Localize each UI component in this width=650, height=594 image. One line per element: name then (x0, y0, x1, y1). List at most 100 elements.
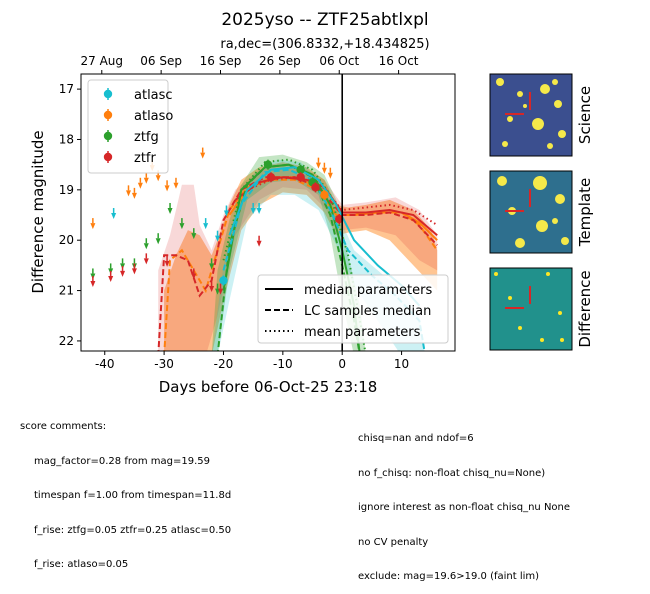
cutout-source (558, 130, 566, 138)
atlasc-upper-limit (256, 207, 262, 214)
ztfg-upper-limit (143, 243, 149, 250)
ztfr-point (266, 173, 276, 182)
legend-marker-ztfg (103, 131, 113, 141)
legend-marker-atlasc (103, 89, 113, 99)
cutout-source (561, 237, 569, 245)
ztfr-upper-limit (90, 281, 96, 288)
cutout-label: Difference (576, 270, 594, 347)
atlasc-upper-limit (111, 213, 117, 220)
atlaso-upper-limit (143, 177, 149, 184)
atlaso-upper-limit (315, 162, 321, 169)
figure: 2025yso -- ZTF25abtlxpl ra,dec=(306.8332… (29, 10, 594, 396)
x-tick-label: -10 (273, 357, 293, 371)
atlasc-upper-limit (223, 210, 229, 217)
model-legend-label: LC samples median (304, 304, 431, 319)
top-tick-label: 06 Oct (319, 54, 359, 68)
cutout-source (508, 296, 512, 300)
ztfr-upper-limit (256, 240, 262, 247)
ztfg-point (263, 160, 273, 169)
cutout-source (552, 79, 558, 85)
comments-header: score comments: (20, 421, 107, 432)
atlasc-upper-limit (203, 223, 209, 230)
cutout-source (523, 104, 527, 108)
top-tick-label: 16 Sep (200, 54, 242, 68)
atlaso-upper-limit (173, 182, 179, 189)
legend-marker-atlaso (103, 110, 113, 120)
cutout-source (502, 141, 508, 147)
top-tick-label: 06 Sep (140, 54, 182, 68)
atlaso-upper-limit (137, 182, 143, 189)
atlaso-upper-limit (131, 192, 137, 199)
cutout-source (515, 238, 525, 248)
cutout-source (497, 176, 507, 186)
ztfr-upper-limit (131, 268, 137, 275)
cutout-source (546, 272, 550, 276)
chart-subtitle: ra,dec=(306.8332,+18.434825) (220, 37, 429, 52)
cutout-source (533, 176, 547, 190)
cutout-source (518, 326, 522, 330)
x-tick-label: -40 (95, 357, 115, 371)
y-tick-label: 18 (59, 132, 74, 146)
legend-label-atlaso: atlaso (134, 109, 173, 124)
model-legend-label: mean parameters (304, 325, 421, 340)
cutout-science: Science (489, 73, 594, 157)
score-comments-right: chisq=nan and ndof=6 no f_chisq: non-flo… (358, 410, 570, 594)
ztfr-upper-limit (209, 286, 215, 293)
comment-line: f_rise: ztfg=0.05 ztfr=0.25 atlasc=0.50 (34, 524, 232, 536)
plot-frame (80, 73, 456, 352)
cutout-source (494, 272, 498, 276)
y-tick-label: 17 (59, 82, 74, 96)
y-tick-label: 19 (59, 183, 74, 197)
cutout-source (560, 338, 564, 342)
ztfg-point (296, 165, 305, 174)
comment-line: exclude: mag=19.6>19.0 (faint lim) (358, 571, 540, 582)
atlaso-upper-limit (200, 152, 206, 159)
ztfr-point (335, 214, 344, 224)
atlaso-upper-limit (164, 185, 170, 192)
ztfg-upper-limit (191, 233, 197, 240)
x-tick-label: 10 (394, 357, 409, 371)
ztfr-upper-limit (143, 258, 149, 265)
cutout-source (496, 78, 504, 86)
atlaso-point (320, 190, 329, 200)
model-legend: median parameters LC samples median mean p… (257, 274, 449, 344)
atlaso-upper-limit (155, 175, 161, 182)
cutout-source (555, 194, 565, 204)
cutout-source (547, 143, 553, 149)
legend-label-ztfg: ztfg (134, 130, 159, 145)
x-tick-label: -30 (154, 357, 174, 371)
ztfr-point (311, 183, 320, 192)
ztfg-upper-limit (167, 207, 173, 214)
comment-line: no CV penalty (358, 536, 429, 548)
cutout-label: Template (576, 178, 594, 247)
comment-line: f_rise: atlaso=0.05 (34, 559, 129, 570)
ztfg-upper-limit (179, 223, 185, 230)
atlasc-upper-limit (215, 235, 221, 242)
cutout-source (507, 116, 513, 122)
atlaso-upper-limit (90, 223, 96, 230)
legend-marker-ztfr (103, 152, 113, 162)
score-comments-left: score comments: mag_factor=0.28 from mag… (20, 398, 231, 582)
cutout-source (552, 218, 558, 224)
y-tick-label: 22 (59, 334, 74, 348)
x-tick-label: -20 (214, 357, 234, 371)
cutout-source (517, 91, 523, 97)
cutout-background (489, 267, 573, 351)
cutout-source (536, 220, 548, 232)
cutout-template: Template (489, 170, 594, 254)
comment-line: mag_factor=0.28 from mag=19.59 (34, 455, 211, 467)
atlasc-median-curve (222, 168, 426, 351)
atlaso-upper-limit (321, 167, 327, 174)
ztfr-upper-limit (108, 275, 114, 282)
cutout-images: Science Template Difference (489, 73, 594, 351)
ztfr-upper-limit (191, 273, 197, 280)
ztfg-upper-limit (155, 238, 161, 245)
cutout-source (540, 338, 544, 342)
atlaso-upper-limit (125, 190, 131, 197)
comment-line: chisq=nan and ndof=6 (358, 433, 474, 444)
axes: -40 -30 -20 -10 0 10 17 18 19 20 21 22 27 Aug 06 Sep 1… (59, 54, 456, 371)
ztfr-point (296, 173, 305, 182)
cutout-source (558, 311, 562, 315)
comment-line: ignore interest as non-float chisq_nu No… (358, 502, 571, 513)
ztfg-upper-limit (209, 263, 215, 270)
